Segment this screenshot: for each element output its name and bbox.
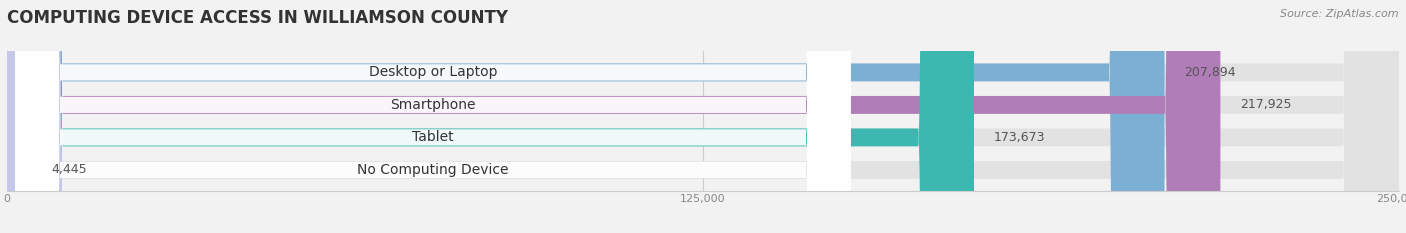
Text: 4,445: 4,445 [51,163,87,176]
Text: Tablet: Tablet [412,130,454,144]
FancyBboxPatch shape [15,0,851,233]
FancyBboxPatch shape [7,0,1164,233]
Text: Source: ZipAtlas.com: Source: ZipAtlas.com [1281,9,1399,19]
FancyBboxPatch shape [7,0,1220,233]
FancyBboxPatch shape [7,0,1399,233]
Text: 217,925: 217,925 [1240,98,1291,111]
Text: COMPUTING DEVICE ACCESS IN WILLIAMSON COUNTY: COMPUTING DEVICE ACCESS IN WILLIAMSON CO… [7,9,508,27]
FancyBboxPatch shape [15,0,851,233]
FancyBboxPatch shape [7,0,974,233]
FancyBboxPatch shape [15,0,851,233]
Text: 207,894: 207,894 [1184,66,1236,79]
Text: Smartphone: Smartphone [391,98,475,112]
Text: Desktop or Laptop: Desktop or Laptop [368,65,498,79]
Text: No Computing Device: No Computing Device [357,163,509,177]
FancyBboxPatch shape [7,0,1399,233]
FancyBboxPatch shape [15,0,851,233]
Text: 173,673: 173,673 [994,131,1045,144]
FancyBboxPatch shape [0,0,63,233]
FancyBboxPatch shape [7,0,1399,233]
FancyBboxPatch shape [7,0,1399,233]
